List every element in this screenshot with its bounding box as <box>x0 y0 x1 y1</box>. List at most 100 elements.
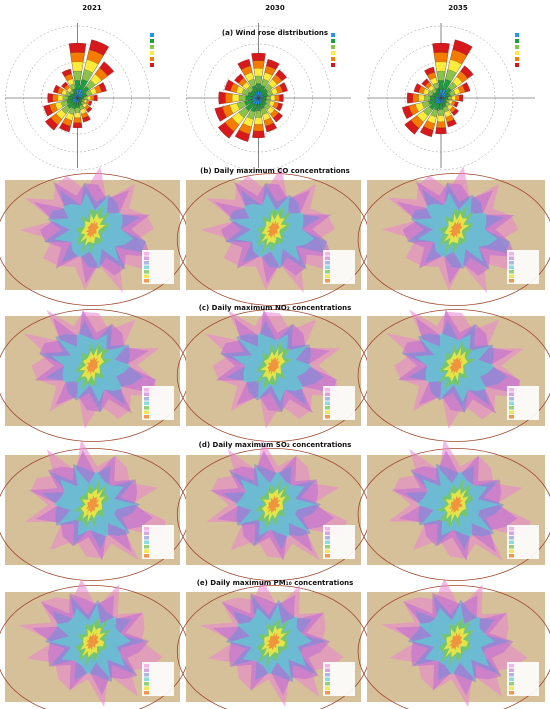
rose-wedge <box>77 95 82 99</box>
legend-swatch <box>144 406 149 410</box>
legend-swatch <box>509 252 514 256</box>
legend-swatch <box>144 549 149 553</box>
rose-wedge <box>435 97 442 104</box>
legend-swatch <box>509 540 514 544</box>
legend-swatch <box>144 536 149 540</box>
legend-swatch <box>509 401 514 405</box>
legend-swatch <box>509 686 514 690</box>
rose-wedge <box>440 97 442 104</box>
rose-legend <box>331 32 357 70</box>
legend-swatch <box>331 45 335 49</box>
legend-swatch <box>515 39 519 43</box>
legend-swatch <box>144 673 149 677</box>
rose-wedge <box>438 93 442 99</box>
legend-swatch <box>144 410 149 414</box>
legend-swatch <box>144 682 149 686</box>
legend-swatch <box>325 540 330 544</box>
rose-wedge <box>440 97 445 99</box>
concentration-contour <box>449 632 463 651</box>
legend-swatch <box>325 406 330 410</box>
legend-swatch <box>325 392 330 396</box>
rose-wedge <box>437 97 442 104</box>
rose-wedge <box>77 92 84 99</box>
rose-wedge <box>253 95 259 99</box>
legend-swatch <box>325 549 330 553</box>
rose-wedge <box>430 96 442 100</box>
legend-swatch <box>509 554 514 558</box>
legend-swatch <box>509 270 514 274</box>
rose-wedge <box>435 97 442 102</box>
legend-swatch <box>144 256 149 260</box>
legend-swatch <box>509 410 514 414</box>
rose-wedge <box>440 97 444 103</box>
legend-swatch <box>144 392 149 396</box>
rose-wedge <box>258 93 263 99</box>
rose-wedge <box>251 97 259 102</box>
rose-wedge <box>257 97 260 105</box>
legend-swatch <box>144 415 149 419</box>
rose-wedge <box>255 92 259 99</box>
rose-wedge <box>77 96 84 100</box>
rose-wedge <box>256 97 261 111</box>
rose-wedge <box>74 95 78 99</box>
legend-swatch <box>325 536 330 540</box>
rose-wedge <box>77 97 81 99</box>
legend-swatch <box>515 63 519 67</box>
rose-wedge <box>440 97 444 101</box>
section-title: (c) Daily maximum NO₂ concentrations <box>199 304 352 312</box>
rose-wedge <box>258 92 262 99</box>
rose-wedge <box>74 80 81 99</box>
legend-swatch <box>144 252 149 256</box>
range-circle <box>357 585 550 709</box>
legend-swatch <box>144 397 149 401</box>
rose-wedge <box>77 89 83 99</box>
legend-swatch <box>325 527 330 531</box>
rose-wedge <box>258 95 263 99</box>
legend-swatch <box>325 531 330 535</box>
rose-wedge <box>75 93 78 99</box>
legend-swatch <box>509 388 514 392</box>
section-title: (e) Daily maximum PM₁₀ concentrations <box>197 579 354 587</box>
rose-wedge <box>437 94 442 99</box>
rose-wedge <box>77 97 80 102</box>
rose-wedge <box>439 89 443 99</box>
legend-swatch <box>509 531 514 535</box>
legend-swatch <box>509 664 514 668</box>
legend-swatch <box>509 668 514 672</box>
concentration-contour <box>448 219 463 239</box>
concentration-contour <box>86 357 100 376</box>
legend-swatch <box>515 51 519 55</box>
legend-swatch <box>325 691 330 695</box>
range-circle <box>357 309 550 442</box>
legend-swatch <box>325 682 330 686</box>
section-title: (a) Wind rose distributions <box>222 29 328 37</box>
panels <box>0 23 550 709</box>
legend-swatch <box>144 388 149 392</box>
legend-swatch <box>509 397 514 401</box>
rose-wedge <box>256 83 261 99</box>
legend-swatch <box>144 401 149 405</box>
rose-wedge <box>440 97 444 100</box>
legend-swatch <box>144 531 149 535</box>
rose-wedge <box>258 97 263 102</box>
legend-swatch <box>325 545 330 549</box>
rose-wedge <box>258 97 262 104</box>
rose-wedge <box>440 93 446 99</box>
concentration-contour <box>266 632 280 651</box>
legend-swatch <box>325 388 330 392</box>
legend-swatch <box>515 57 519 61</box>
legend-swatch <box>331 51 335 55</box>
concentration-contour <box>449 357 463 376</box>
legend-swatch <box>144 279 149 283</box>
rose-wedge <box>75 97 80 108</box>
legend-swatch <box>325 554 330 558</box>
rose-wedge <box>73 95 78 99</box>
legend-swatch <box>144 270 149 274</box>
legend-swatch <box>515 33 519 37</box>
legend-swatch <box>325 686 330 690</box>
rose-wedge <box>72 97 78 99</box>
rose-wedge <box>439 97 443 110</box>
legend-swatch <box>150 51 154 55</box>
column-label: 2035 <box>448 4 468 12</box>
legend-swatch <box>325 397 330 401</box>
